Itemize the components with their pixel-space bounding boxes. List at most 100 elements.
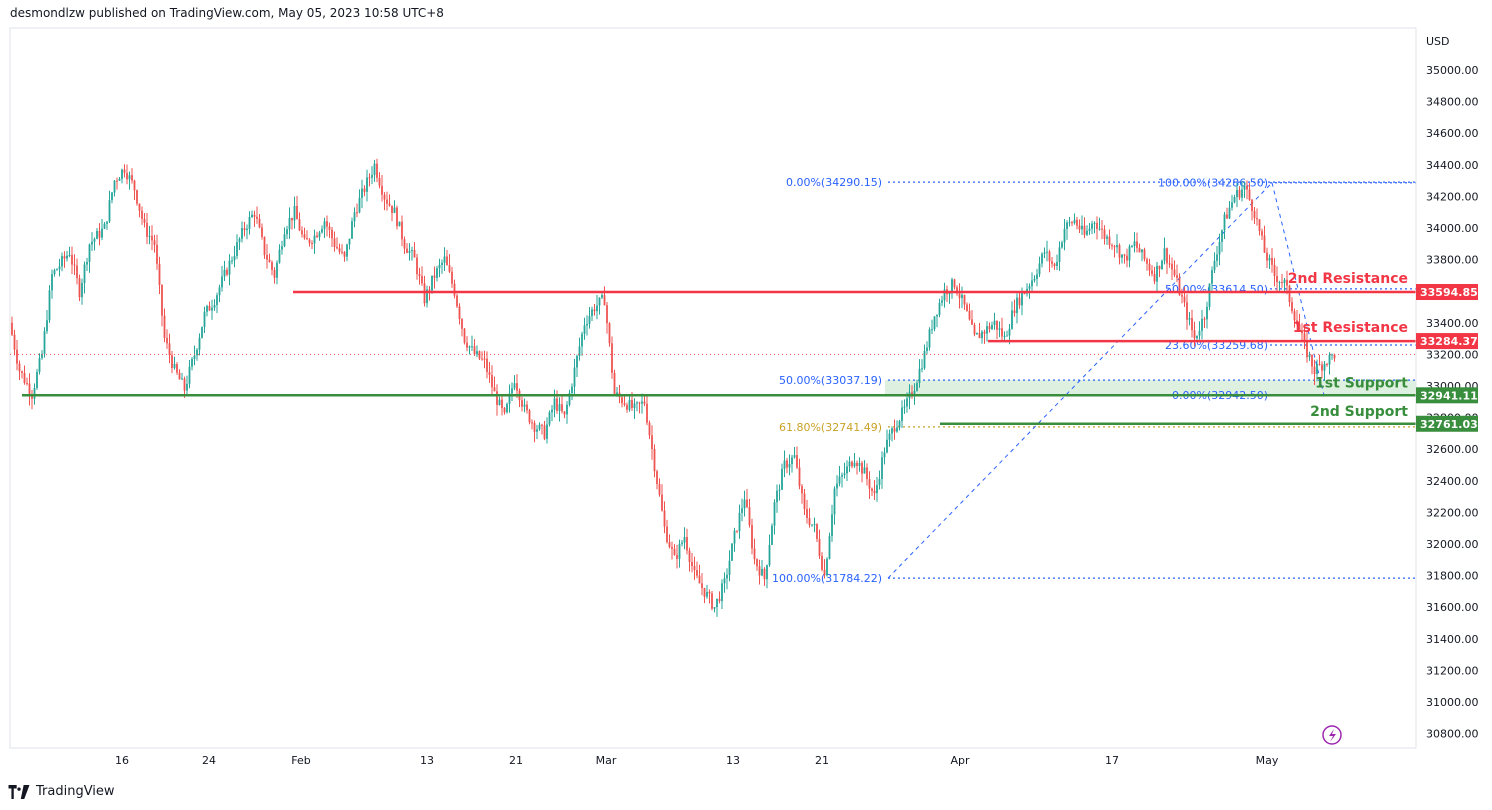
tradingview-brand[interactable]: TradingView [8,784,115,799]
candle-body [756,559,758,567]
candle-body [306,238,308,240]
candle-body [533,422,536,432]
candle-body [268,259,271,263]
y-tick-label: 32000.00 [1426,538,1479,551]
candle-body [696,570,698,576]
candle-body [881,457,883,480]
candle-body [1033,278,1036,281]
candle-body [706,591,708,597]
candle-body [633,403,636,409]
candle-body [1043,252,1046,254]
candle-body [636,402,638,404]
fib-label: 0.00%(34290.15) [786,176,882,189]
candle-body [801,486,803,494]
candle-body [376,163,378,178]
candle-body [621,397,623,404]
candle-body [653,449,656,472]
candle-body [1328,354,1331,365]
candle-body [1251,199,1253,212]
candle-body [128,175,131,180]
candle-body [98,230,101,238]
candle-body [991,324,993,330]
candle-body [1101,228,1103,230]
candle-body [168,343,171,356]
candle-body [711,593,713,609]
candle-body [511,388,513,394]
publisher-header: desmondlzw published on TradingView.com,… [10,6,444,20]
level-label: 2nd Resistance [1288,271,1408,287]
candle-body [383,194,386,200]
candle-body [213,305,216,308]
candle-body [778,489,781,491]
candle-body [1048,251,1051,262]
candle-body [226,269,228,275]
candle-body [1073,219,1076,224]
candle-body [681,542,683,544]
candle-body [1208,283,1211,307]
candle-body [1223,214,1226,231]
candle-body [1303,333,1306,341]
lightning-icon[interactable] [1322,725,1342,745]
candle-body [833,488,836,515]
candle-body [1131,245,1133,247]
candle-body [586,323,588,326]
candle-body [338,248,341,252]
price-tag-label: 32941.11 [1420,389,1478,402]
candle-body [953,279,956,288]
candle-body [603,295,606,306]
candle-body [408,250,411,253]
candle-body [1071,222,1073,224]
candle-body [356,212,358,214]
candle-body [1128,246,1131,261]
candle-body [816,524,818,539]
candle-body [943,289,946,301]
candle-body [186,383,188,391]
candle-body [656,471,658,484]
candle-body [101,228,103,238]
candle-body [296,205,298,220]
candle-body [1211,270,1213,284]
candle-body [261,227,263,237]
candle-body [108,200,111,222]
candle-body [238,238,241,243]
candle-body [163,315,166,338]
candle-body [68,255,71,257]
candle-body [941,300,943,303]
candle-body [731,543,733,561]
candle-body [1146,259,1148,264]
candle-body [1078,225,1081,230]
candle-body [398,221,401,227]
level-label: 1st Support [1315,375,1408,391]
y-tick-label: 34800.00 [1426,96,1479,109]
candle-body [18,363,21,372]
candle-body [446,256,448,266]
candle-body [111,192,113,201]
candle-body [978,333,981,339]
candle-body [851,461,853,467]
candle-body [193,355,196,359]
candle-body [1238,189,1241,198]
candle-body [883,452,886,458]
candle-body [1118,245,1121,258]
candle-body [1313,366,1316,375]
candle-body [148,235,151,237]
candle-body [1153,273,1156,282]
x-tick-label: Mar [596,754,617,767]
candle-body [403,239,406,249]
candle-body [841,474,843,477]
candle-body [503,408,506,413]
candle-body [783,460,786,469]
candle-body [66,255,68,259]
candle-body [1291,302,1293,312]
fib-label: 100.00%(31784.22) [772,572,882,585]
price-tag-label: 33284.37 [1420,335,1478,348]
candle-body [971,319,973,325]
candle-body [576,355,578,368]
candle-body [428,289,431,291]
candle-body [806,509,808,519]
candle-body [56,269,58,271]
price-tag [1416,284,1478,301]
fib-label: 50.00%(33614.50) [1165,283,1268,296]
tradingview-logo-icon [8,784,30,799]
